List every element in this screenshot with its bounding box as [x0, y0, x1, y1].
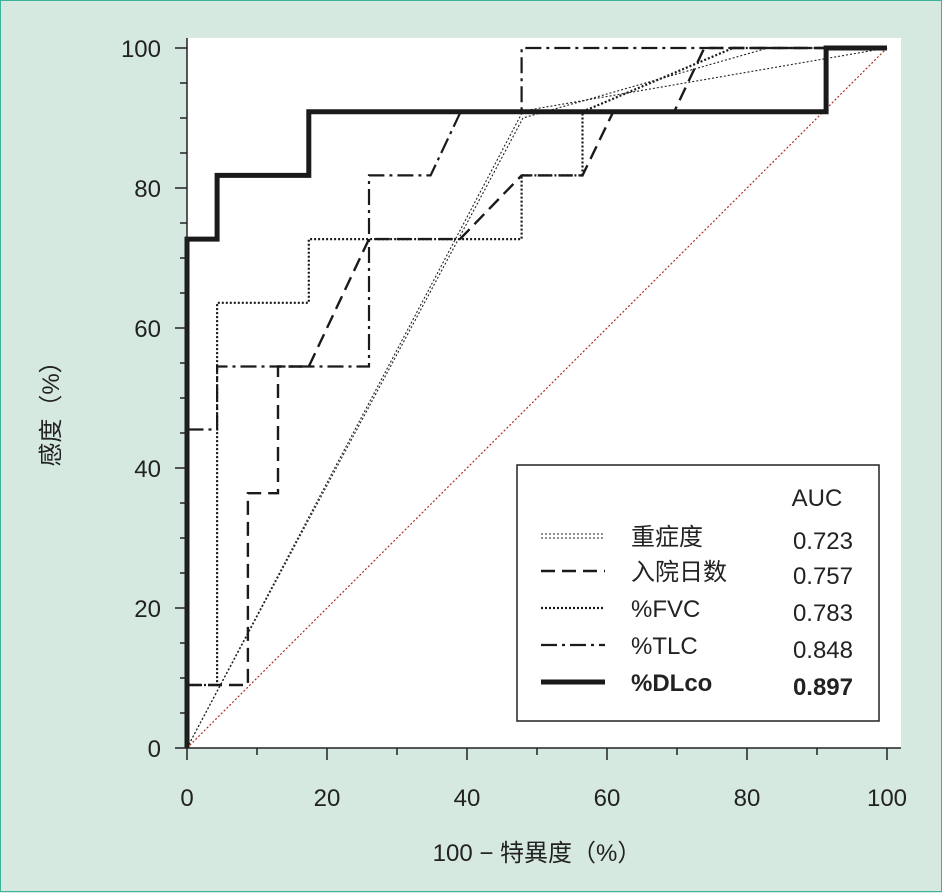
legend-label: 入院日数	[631, 559, 727, 586]
x-axis-title: 100 − 特異度（%）	[433, 840, 642, 867]
series-2-line	[185, 46, 887, 748]
y-tick-label: 60	[134, 316, 161, 343]
legend-entry: 入院日数 0.757	[541, 559, 853, 590]
legend-label: %DLco	[631, 670, 712, 697]
legend-auc-value: 0.897	[793, 674, 853, 701]
series-3-line	[185, 46, 887, 748]
legend-box	[516, 464, 880, 722]
legend-auc-value: 0.723	[793, 528, 853, 555]
y-tick-label: 40	[134, 456, 161, 483]
legend-label: %FVC	[631, 596, 700, 623]
legend-entry: %DLco 0.897	[541, 670, 853, 701]
series-4-line	[185, 46, 887, 748]
legend-label: %TLC	[631, 633, 698, 660]
legend: AUC 重症度 0.723 入院日数 0.757 %FVC 0.783 %TLC 0.848%…	[516, 464, 880, 722]
y-axis-title: 感度（%）	[38, 349, 65, 466]
legend-header: AUC	[792, 485, 843, 512]
legend-auc-value: 0.757	[793, 563, 853, 590]
y-tick-label: 100	[121, 36, 161, 63]
series-5-line	[184, 45, 887, 748]
legend-entry: 重症度 0.723	[541, 524, 853, 555]
legend-entry: %TLC 0.848	[541, 633, 853, 664]
y-tick-label: 80	[134, 176, 161, 203]
x-tick-label: 20	[314, 785, 341, 812]
y-tick-label: 0	[148, 736, 161, 763]
legend-auc-value: 0.848	[793, 637, 853, 664]
x-tick-label: 40	[454, 785, 481, 812]
x-tick-label: 0	[180, 785, 193, 812]
y-tick-label: 20	[134, 596, 161, 623]
reference-line	[186, 47, 888, 749]
x-tick-label: 80	[734, 785, 761, 812]
legend-auc-value: 0.783	[793, 600, 853, 627]
legend-label: 重症度	[631, 524, 703, 551]
legend-entry: %FVC 0.783	[541, 596, 853, 627]
x-tick-label: 100	[867, 785, 907, 812]
x-tick-label: 60	[594, 785, 621, 812]
